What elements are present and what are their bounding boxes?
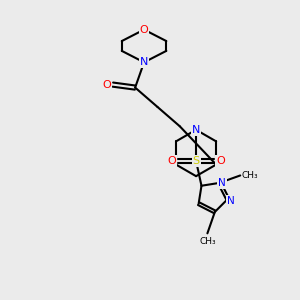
Text: N: N [140, 57, 148, 67]
Text: O: O [167, 156, 176, 166]
Text: CH₃: CH₃ [242, 171, 258, 180]
Text: N: N [227, 196, 235, 206]
Text: O: O [216, 156, 225, 166]
Text: O: O [103, 80, 111, 90]
Text: N: N [218, 178, 226, 188]
Text: CH₃: CH₃ [199, 237, 216, 246]
Text: O: O [140, 25, 148, 34]
Text: N: N [192, 125, 200, 135]
Text: S: S [193, 156, 200, 166]
